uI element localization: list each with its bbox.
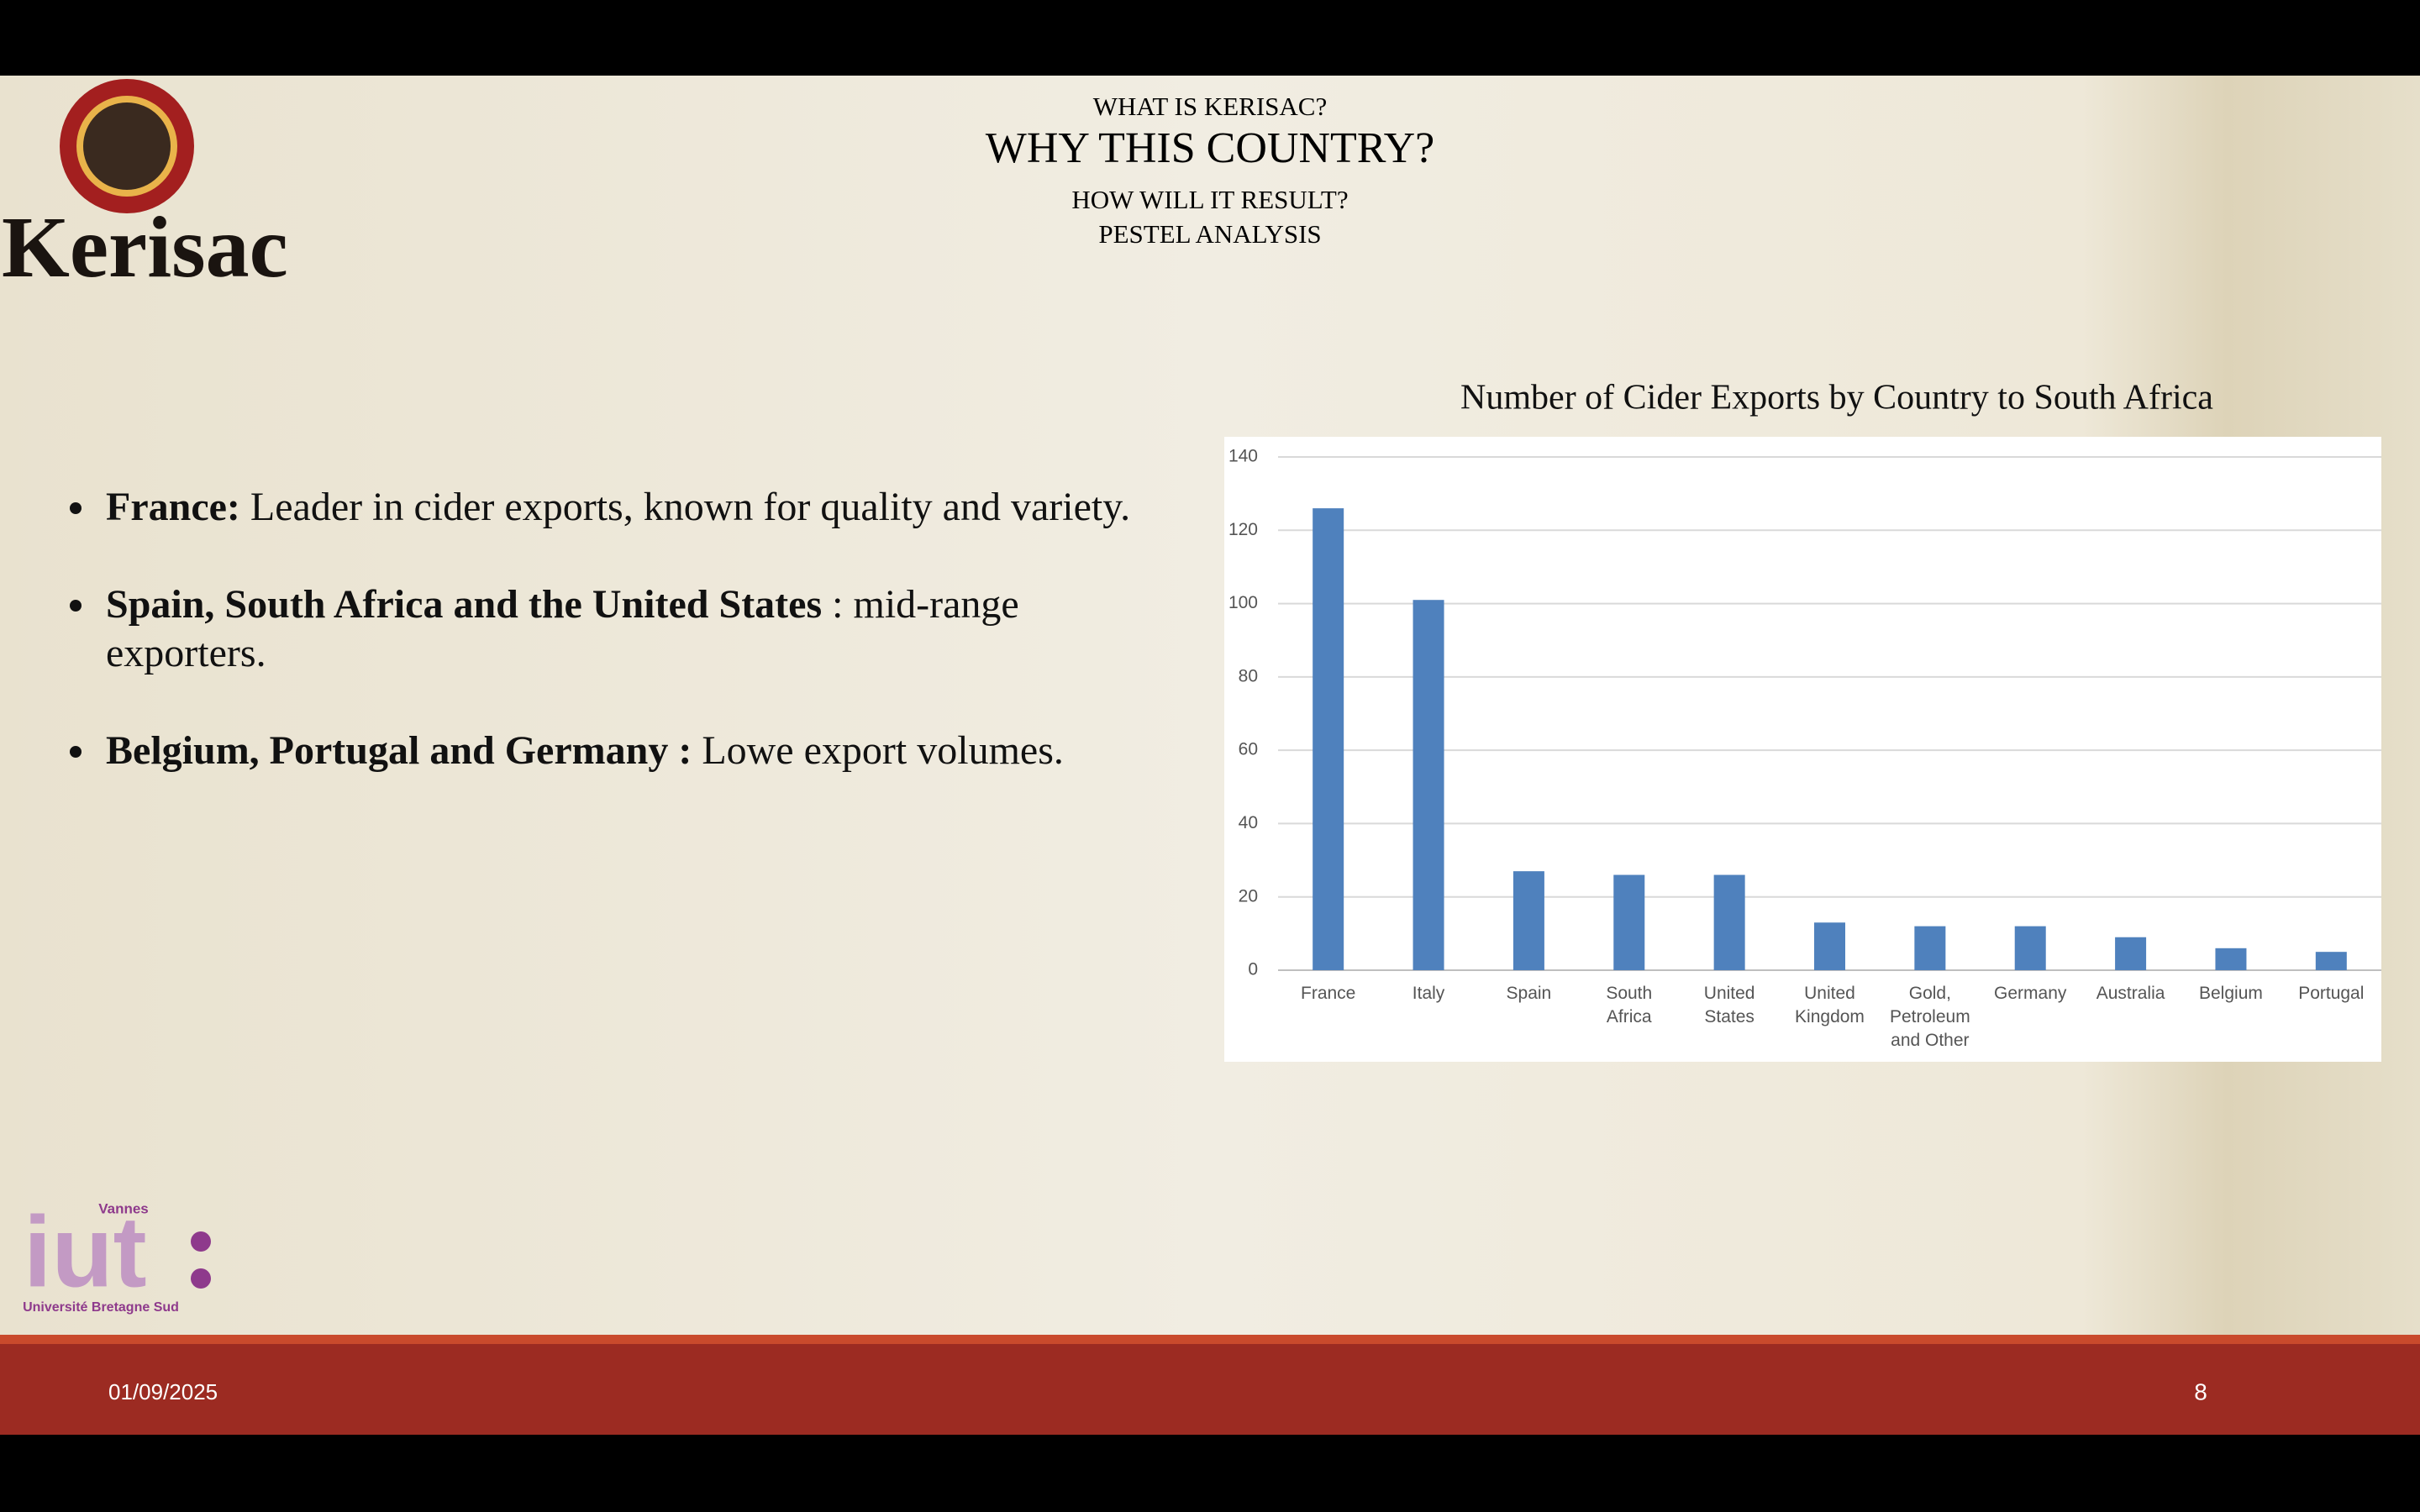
bullet-text: : mid-range exporters. xyxy=(106,582,1019,675)
bar xyxy=(1313,508,1344,970)
y-tick-label: 40 xyxy=(1239,813,1258,832)
bullet-text: Lowe export volumes. xyxy=(702,728,1064,773)
logo-brand: Kerisac xyxy=(2,199,288,296)
x-tick-label: Portugal xyxy=(2298,984,2365,1003)
bar xyxy=(2115,937,2147,970)
header-kicker: WHAT IS KERISAC? xyxy=(1093,92,1327,121)
y-tick-label: 60 xyxy=(1239,740,1258,759)
bar xyxy=(2014,926,2046,970)
x-tick-label: Australia xyxy=(2096,984,2165,1003)
y-tick-label: 120 xyxy=(1228,520,1258,539)
y-tick-label: 100 xyxy=(1228,593,1258,612)
x-tick-label: Italy xyxy=(1412,984,1445,1003)
bar xyxy=(1814,922,1845,970)
bar xyxy=(2215,948,2247,970)
page-number: 8 xyxy=(2194,1378,2207,1404)
y-tick-label: 20 xyxy=(1239,886,1258,906)
bullet: Spain, South Africa and the United State… xyxy=(99,580,1183,678)
x-tick-label: Belgium xyxy=(2199,984,2263,1003)
y-tick-label: 0 xyxy=(1248,960,1258,979)
x-tick-label: Spain xyxy=(1506,984,1552,1003)
bar xyxy=(1512,871,1544,970)
x-tick-label: France xyxy=(1301,984,1356,1003)
bullet: Belgium, Portugal and Germany :Lowe expo… xyxy=(99,727,1183,775)
bar xyxy=(1713,874,1745,970)
school-logo: iut xyxy=(24,1196,147,1309)
bar xyxy=(1413,600,1444,970)
x-tick-label: Germany xyxy=(1994,984,2067,1003)
logo-dot xyxy=(191,1231,211,1252)
header-title: WHY THIS COUNTRY? xyxy=(986,124,1434,172)
bar xyxy=(1914,926,1946,970)
bullet-bold: Belgium, Portugal and Germany : xyxy=(106,728,692,773)
x-tick-label: Gold, Petroleum and Other xyxy=(1889,984,1970,1050)
logo-inner xyxy=(83,102,171,190)
logo-dot xyxy=(191,1268,211,1289)
chart-title: Number of Cider Exports by Country to So… xyxy=(1460,379,2213,417)
bullet-bold: Spain, South Africa and the United State… xyxy=(106,582,823,627)
bullet-text: Leader in cider exports, known for quali… xyxy=(250,485,1131,529)
header-line: HOW WILL IT RESULT? xyxy=(1071,185,1348,214)
bullet-bold: France: xyxy=(106,485,240,529)
header-line: PESTEL ANALYSIS xyxy=(1098,219,1321,249)
y-tick-label: 140 xyxy=(1228,447,1258,466)
x-tick-label: South Africa xyxy=(1606,984,1653,1026)
bar xyxy=(1613,874,1645,970)
footer-bar xyxy=(0,1335,2420,1435)
university: Université Bretagne Sud xyxy=(23,1300,179,1315)
footer-line xyxy=(0,1335,2420,1344)
footer-date: 01/09/2025 xyxy=(108,1379,218,1404)
bullet-list: France:Leader in cider exports, known fo… xyxy=(50,483,1183,824)
bullet: France:Leader in cider exports, known fo… xyxy=(99,483,1183,532)
school-city: Vannes xyxy=(98,1200,149,1216)
y-tick-label: 80 xyxy=(1239,666,1258,685)
x-tick-label: United States xyxy=(1703,984,1755,1026)
x-tick-label: United Kingdom xyxy=(1795,984,1865,1026)
bar xyxy=(2315,952,2347,970)
